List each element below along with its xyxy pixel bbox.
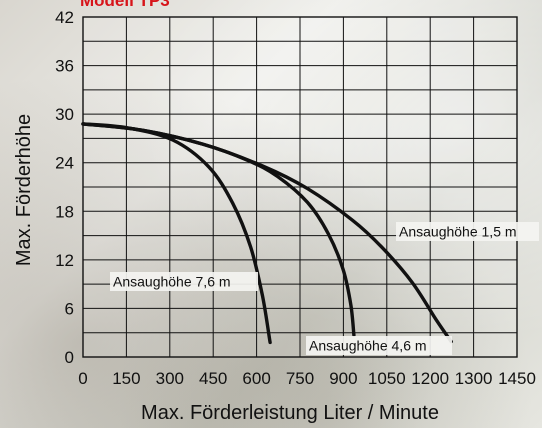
x-tick-label: 150 — [112, 369, 140, 388]
y-tick-label: 18 — [55, 202, 74, 221]
y-tick-label: 30 — [55, 105, 74, 124]
x-tick-label: 750 — [286, 369, 314, 388]
x-axis-title: Max. Förderleistung Liter / Minute — [141, 402, 439, 424]
chart-title: Modell TP3 — [80, 0, 170, 10]
x-tick-label: 300 — [156, 369, 184, 388]
series-lines — [81, 122, 453, 345]
y-tick-label: 36 — [55, 57, 74, 76]
x-tick-label: 600 — [242, 369, 270, 388]
series-label-bg — [110, 272, 258, 291]
x-tick-label: 1450 — [498, 369, 536, 388]
y-tick-label: 42 — [55, 8, 74, 27]
x-tick-label: 1200 — [411, 369, 449, 388]
series-label-bg — [306, 336, 452, 355]
y-axis-title: Max. Förderhöhe — [13, 114, 35, 266]
y-tick-label: 0 — [65, 348, 74, 367]
y-tick-label: 24 — [55, 154, 74, 173]
y-tick-label: 12 — [55, 251, 74, 270]
series-line-ansaugh-he-4-6-m — [81, 122, 356, 337]
series-labels: Ansaughöhe 1,5 m Ansaughöhe 4,6 m Ansaughö… — [110, 222, 539, 355]
x-tick-label: 0 — [78, 369, 87, 388]
y-tick-labels: 0 6 12 18 24 30 36 42 — [55, 8, 74, 367]
series-label-ansaugh-he-4-6-m: Ansaughöhe 4,6 m — [309, 338, 427, 354]
x-tick-label: 450 — [199, 369, 227, 388]
series-label-ansaugh-he-7-6-m: Ansaughöhe 7,6 m — [113, 274, 231, 290]
series-label-bg — [396, 222, 539, 241]
series-line-ansaugh-he-7-6-m — [81, 122, 272, 345]
x-tick-label: 1050 — [368, 369, 406, 388]
y-tick-label: 6 — [65, 299, 74, 318]
x-tick-label: 900 — [329, 369, 357, 388]
series-label-ansaugh-he-1-5-m: Ansaughöhe 1,5 m — [399, 224, 517, 240]
x-tick-label: 1300 — [455, 369, 493, 388]
grid — [82, 16, 518, 358]
x-tick-labels: 0 150 300 450 600 750 900 1050 1200 1300 1450 — [78, 369, 536, 388]
